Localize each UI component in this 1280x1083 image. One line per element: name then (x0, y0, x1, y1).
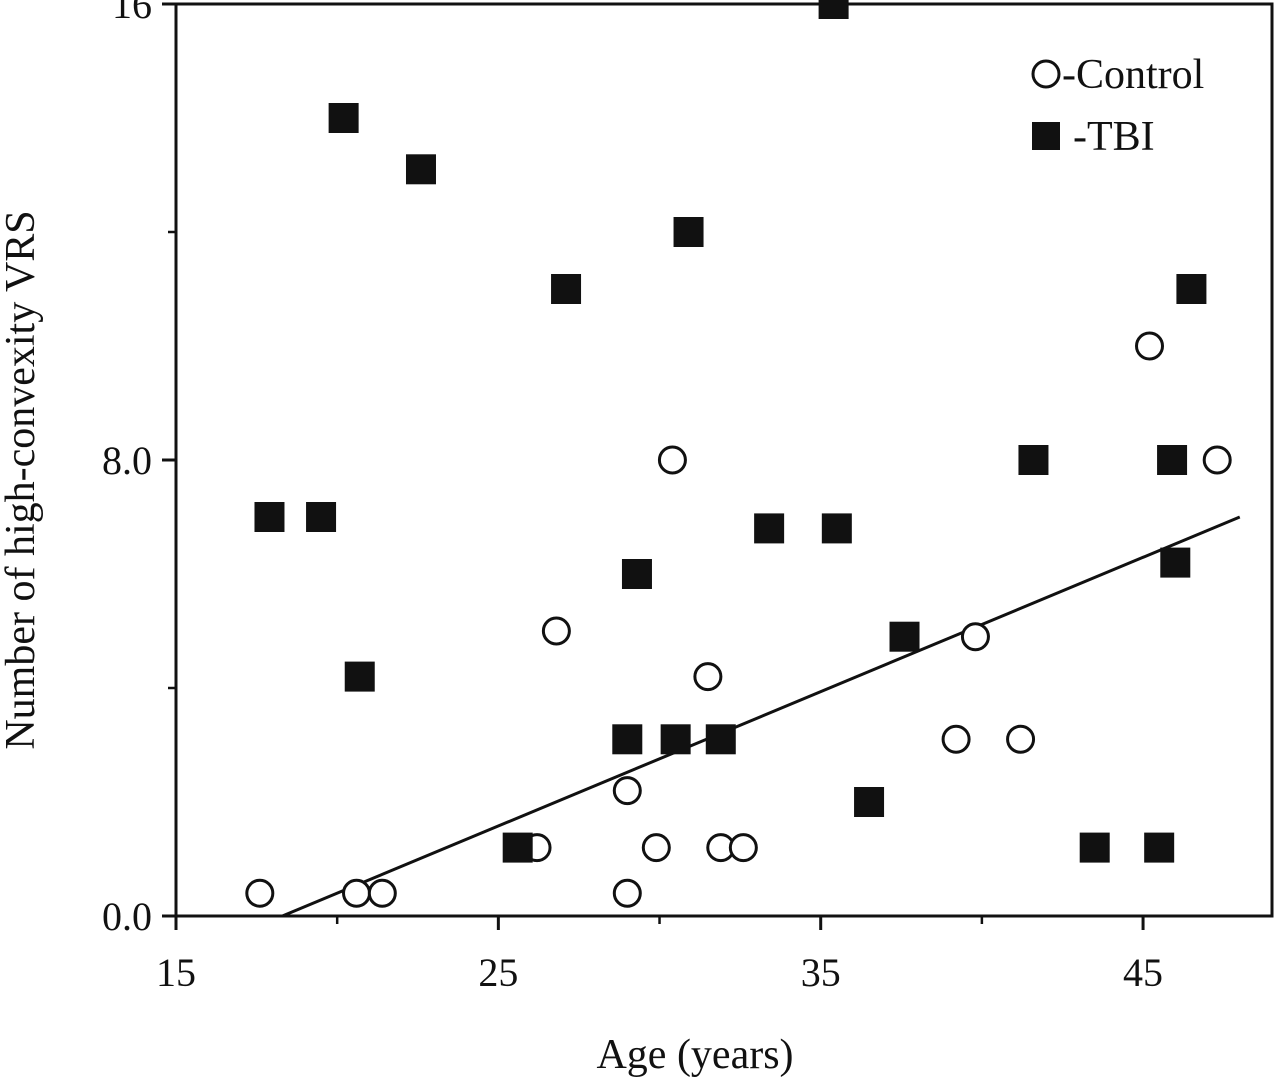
tbi-point (1144, 832, 1175, 863)
tbi-point (1157, 445, 1188, 475)
tbi-point (854, 787, 885, 817)
tbi-point (344, 661, 375, 692)
regression-line (281, 515, 1241, 918)
control-point (612, 776, 642, 806)
tbi-point (621, 559, 652, 589)
control-point (960, 622, 990, 652)
control-point (1135, 331, 1165, 361)
tbi-point (673, 217, 704, 247)
legend-tbi-label: -TBI (1073, 114, 1155, 160)
tbi-point (1018, 445, 1049, 475)
legend: -Control -TBI (1031, 52, 1204, 160)
regression-line-layer (281, 515, 1241, 918)
tbi-point (1160, 547, 1191, 578)
tbi-point (705, 724, 736, 755)
data-points-layer (245, 0, 1232, 908)
tbi-point (551, 274, 582, 304)
tbi-point (612, 724, 643, 755)
y-axis-title: Number of high-convexity VRS (0, 210, 44, 749)
y-tick-label: 0.0 (102, 894, 152, 939)
tbi-point (660, 724, 691, 755)
x-tick-label: 25 (478, 950, 518, 995)
tbi-point (328, 103, 359, 133)
control-point (367, 878, 397, 908)
tbi-point (254, 502, 285, 532)
tbi-point (306, 502, 337, 532)
tbi-point (818, 0, 849, 19)
tbi-point (405, 154, 436, 185)
control-point (541, 616, 571, 646)
x-tick-label: 45 (1123, 950, 1163, 995)
tbi-point (1079, 832, 1110, 863)
tbi-point (1176, 274, 1207, 304)
x-tick-label: 35 (801, 950, 841, 995)
axes: 15 25 35 45 0.0 8.0 16 (102, 0, 1163, 995)
control-point (641, 833, 671, 863)
control-point (342, 878, 372, 908)
control-point (941, 724, 971, 754)
control-point (657, 445, 687, 475)
y-tick-label: 8.0 (102, 438, 152, 483)
tbi-point (889, 621, 920, 652)
tbi-point (754, 513, 785, 544)
control-point (693, 662, 723, 692)
control-point (728, 833, 758, 863)
x-axis-title: Age (years) (596, 1032, 793, 1078)
control-point (1202, 445, 1232, 475)
legend-tbi-marker (1032, 122, 1060, 150)
x-tick-label: 15 (156, 950, 196, 995)
tbi-point (502, 832, 533, 863)
control-point (612, 878, 642, 908)
control-point (1006, 724, 1036, 754)
y-tick-label: 16 (112, 0, 152, 27)
tbi-point (821, 513, 852, 544)
control-point (245, 878, 275, 908)
legend-control-label: -Control (1062, 52, 1204, 98)
legend-control-marker (1031, 59, 1061, 89)
